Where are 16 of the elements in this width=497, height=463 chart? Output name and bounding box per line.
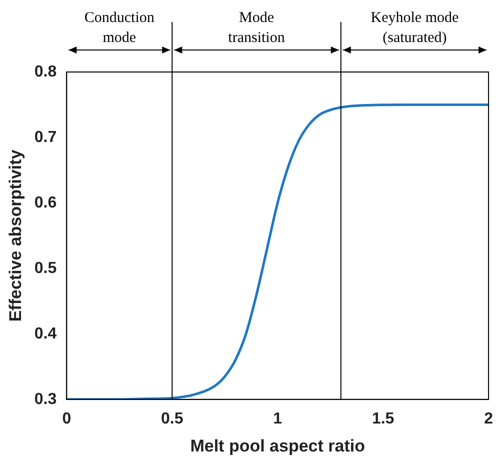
y-tick-label: 0.7 [34, 128, 57, 146]
x-axis-title: Melt pool aspect ratio [190, 436, 365, 456]
y-tick-label: 0.3 [34, 390, 57, 408]
x-tick-label: 1 [273, 410, 282, 428]
x-tick-label: 1.5 [372, 410, 394, 428]
x-tick-label: 0.5 [160, 410, 184, 428]
text: Conduction mode [84, 10, 155, 46]
y-tick-label: 0.5 [34, 260, 57, 277]
x-tick-label: 0 [62, 410, 72, 428]
y-tick-label: 0.6 [34, 194, 57, 212]
text: Keyhole mode (saturated) [370, 10, 460, 46]
y-axis-title: Effective absorptivity [6, 149, 25, 322]
x-tick-label: 2 [484, 410, 494, 428]
y-tick-label: 0.4 [34, 325, 57, 342]
y-tick-label: 0.8 [34, 63, 57, 80]
text: Mode transition [228, 10, 286, 46]
